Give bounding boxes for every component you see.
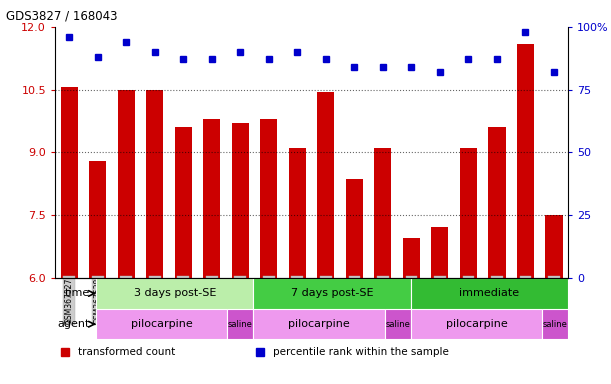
Bar — [118, 89, 135, 278]
Bar — [411, 278, 568, 310]
Text: 3 days post-SE: 3 days post-SE — [134, 288, 216, 298]
Text: pilocarpine: pilocarpine — [445, 319, 507, 329]
Text: saline: saline — [386, 320, 410, 329]
Bar — [542, 310, 568, 339]
Bar — [517, 44, 534, 278]
Bar — [460, 148, 477, 278]
Bar — [232, 123, 249, 278]
Bar — [488, 127, 505, 278]
Text: transformed count: transformed count — [78, 348, 175, 358]
Bar — [289, 148, 306, 278]
Bar — [403, 238, 420, 278]
Bar — [227, 310, 254, 339]
Bar — [175, 127, 192, 278]
Bar — [546, 215, 563, 278]
Bar — [146, 89, 163, 278]
Bar — [375, 148, 392, 278]
Bar — [89, 161, 106, 278]
Bar — [431, 227, 448, 278]
Bar — [60, 88, 78, 278]
Bar — [411, 310, 542, 339]
Text: time: time — [65, 288, 90, 298]
Bar — [317, 92, 334, 278]
Text: GDS3827 / 168043: GDS3827 / 168043 — [6, 10, 117, 23]
Bar — [254, 278, 411, 310]
Text: pilocarpine: pilocarpine — [131, 319, 192, 329]
Bar — [384, 310, 411, 339]
Text: saline: saline — [228, 320, 253, 329]
Bar — [96, 278, 254, 310]
Text: immediate: immediate — [459, 288, 519, 298]
Bar — [96, 310, 227, 339]
Bar — [203, 119, 221, 278]
Bar — [254, 310, 384, 339]
Bar — [346, 179, 363, 278]
Text: saline: saline — [543, 320, 568, 329]
Text: agent: agent — [57, 319, 90, 329]
Text: pilocarpine: pilocarpine — [288, 319, 350, 329]
Text: percentile rank within the sample: percentile rank within the sample — [273, 348, 449, 358]
Bar — [260, 119, 277, 278]
Text: 7 days post-SE: 7 days post-SE — [291, 288, 373, 298]
